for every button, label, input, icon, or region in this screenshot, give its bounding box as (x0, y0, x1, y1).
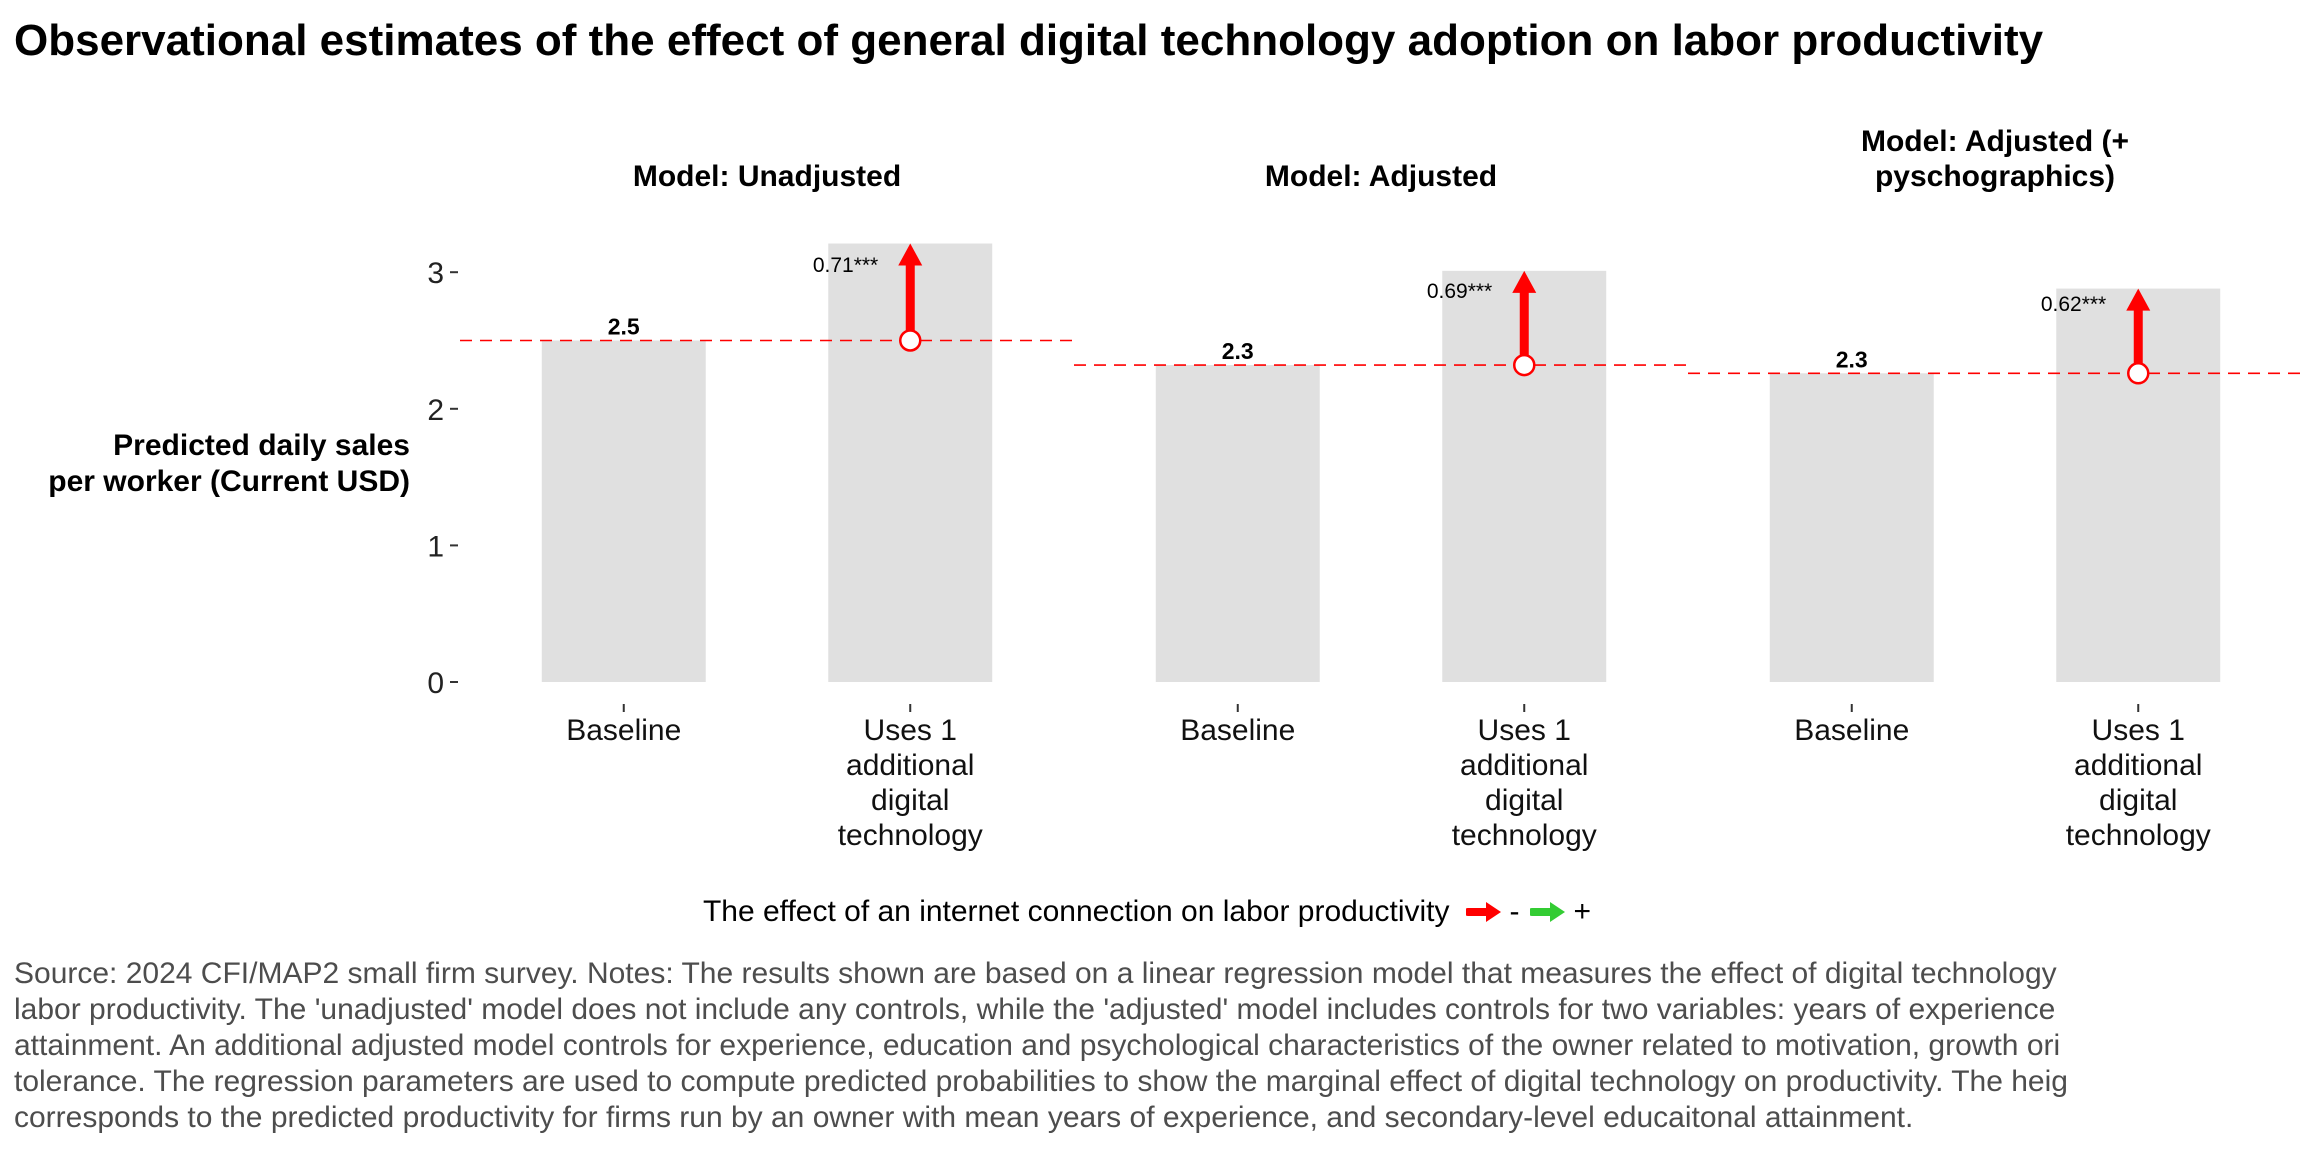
x-tick-label: Baseline (566, 714, 681, 747)
caption-line: corresponds to the predicted productivit… (14, 1101, 1914, 1134)
x-tick-label: technology (838, 819, 983, 852)
x-tick-label: technology (2066, 819, 2211, 852)
caption: Source: 2024 CFI/MAP2 small firm survey.… (14, 956, 2304, 1136)
legend: The effect of an internet connection on … (0, 895, 2304, 929)
caption-line: Source: 2024 CFI/MAP2 small firm survey.… (14, 957, 2057, 990)
facet-panel: Model: Unadjusted Baseline Uses 1additiona… (460, 160, 1074, 852)
y-tick-label: 1 (427, 530, 444, 563)
effect-start-point (1512, 353, 1536, 377)
x-tick-label: Uses 1 (2092, 714, 2185, 747)
effect-start-point (898, 329, 922, 352)
bar-baseline (1155, 365, 1320, 682)
bar-baseline (1769, 373, 1934, 682)
x-tick-label: technology (1452, 819, 1597, 852)
chart-title: Observational estimates of the effect of… (14, 16, 2044, 65)
y-axis-label-line: per worker (Current USD) (48, 465, 410, 498)
x-tick-label: additional (1460, 749, 1588, 782)
x-tick-label: additional (2074, 749, 2202, 782)
effect-arrow-head (1512, 270, 1537, 293)
y-axis: 0 1 2 3 (427, 257, 458, 700)
effect-value-label: 0.71*** (813, 254, 878, 277)
x-tick-label: digital (871, 784, 949, 817)
facet-panel: Model: Adjusted (+pyschographics) Baselin… (1688, 125, 2302, 852)
effect-start-point (2126, 362, 2150, 385)
baseline-value-label: 2.3 (1836, 346, 1868, 372)
y-tick-label: 3 (427, 257, 444, 290)
bar-baseline (541, 340, 706, 682)
effect-value-label: 0.62*** (2041, 293, 2106, 316)
facet-panel: Model: Adjusted Baseline Uses 1additionald… (1074, 160, 1688, 852)
x-tick-label: additional (846, 749, 974, 782)
y-tick-label: 0 (427, 667, 444, 700)
caption-line: labor productivity. The 'unadjusted' mod… (14, 993, 2056, 1026)
facet-title: Model: Unadjusted (633, 160, 901, 193)
y-tick-label: 2 (427, 394, 444, 427)
caption-line: tolerance. The regression parameters are… (14, 1065, 2068, 1098)
baseline-value-label: 2.5 (608, 314, 640, 340)
legend-item-negative: - (1465, 895, 1520, 929)
y-axis-label-line: Predicted daily sales (113, 429, 410, 462)
x-tick-label: Uses 1 (1478, 714, 1571, 747)
baseline-value-label: 2.3 (1222, 338, 1254, 364)
effect-arrow-head (2126, 288, 2151, 311)
legend-label: + (1573, 895, 1592, 928)
facet-title: Model: Adjusted (+ (1861, 125, 2129, 158)
effect-arrow-head (898, 243, 923, 266)
x-tick-label: digital (2099, 784, 2177, 817)
y-axis-label: Predicted daily sales per worker (Curren… (10, 428, 410, 500)
effect-value-label: 0.69*** (1427, 280, 1492, 303)
red-arrow-icon (1465, 902, 1501, 922)
x-tick-label: digital (1485, 784, 1563, 817)
caption-line: attainment. An additional adjusted model… (14, 1029, 2061, 1062)
green-arrow-icon (1529, 902, 1565, 922)
facet-title: pyschographics) (1875, 160, 2115, 193)
facet-title: Model: Adjusted (1265, 160, 1497, 193)
x-tick-label: Baseline (1180, 714, 1295, 747)
legend-label: - (1509, 895, 1520, 928)
x-tick-label: Baseline (1794, 714, 1909, 747)
legend-title: The effect of an internet connection on … (702, 895, 1450, 928)
x-tick-label: Uses 1 (864, 714, 957, 747)
legend-item-positive: + (1529, 895, 1592, 929)
